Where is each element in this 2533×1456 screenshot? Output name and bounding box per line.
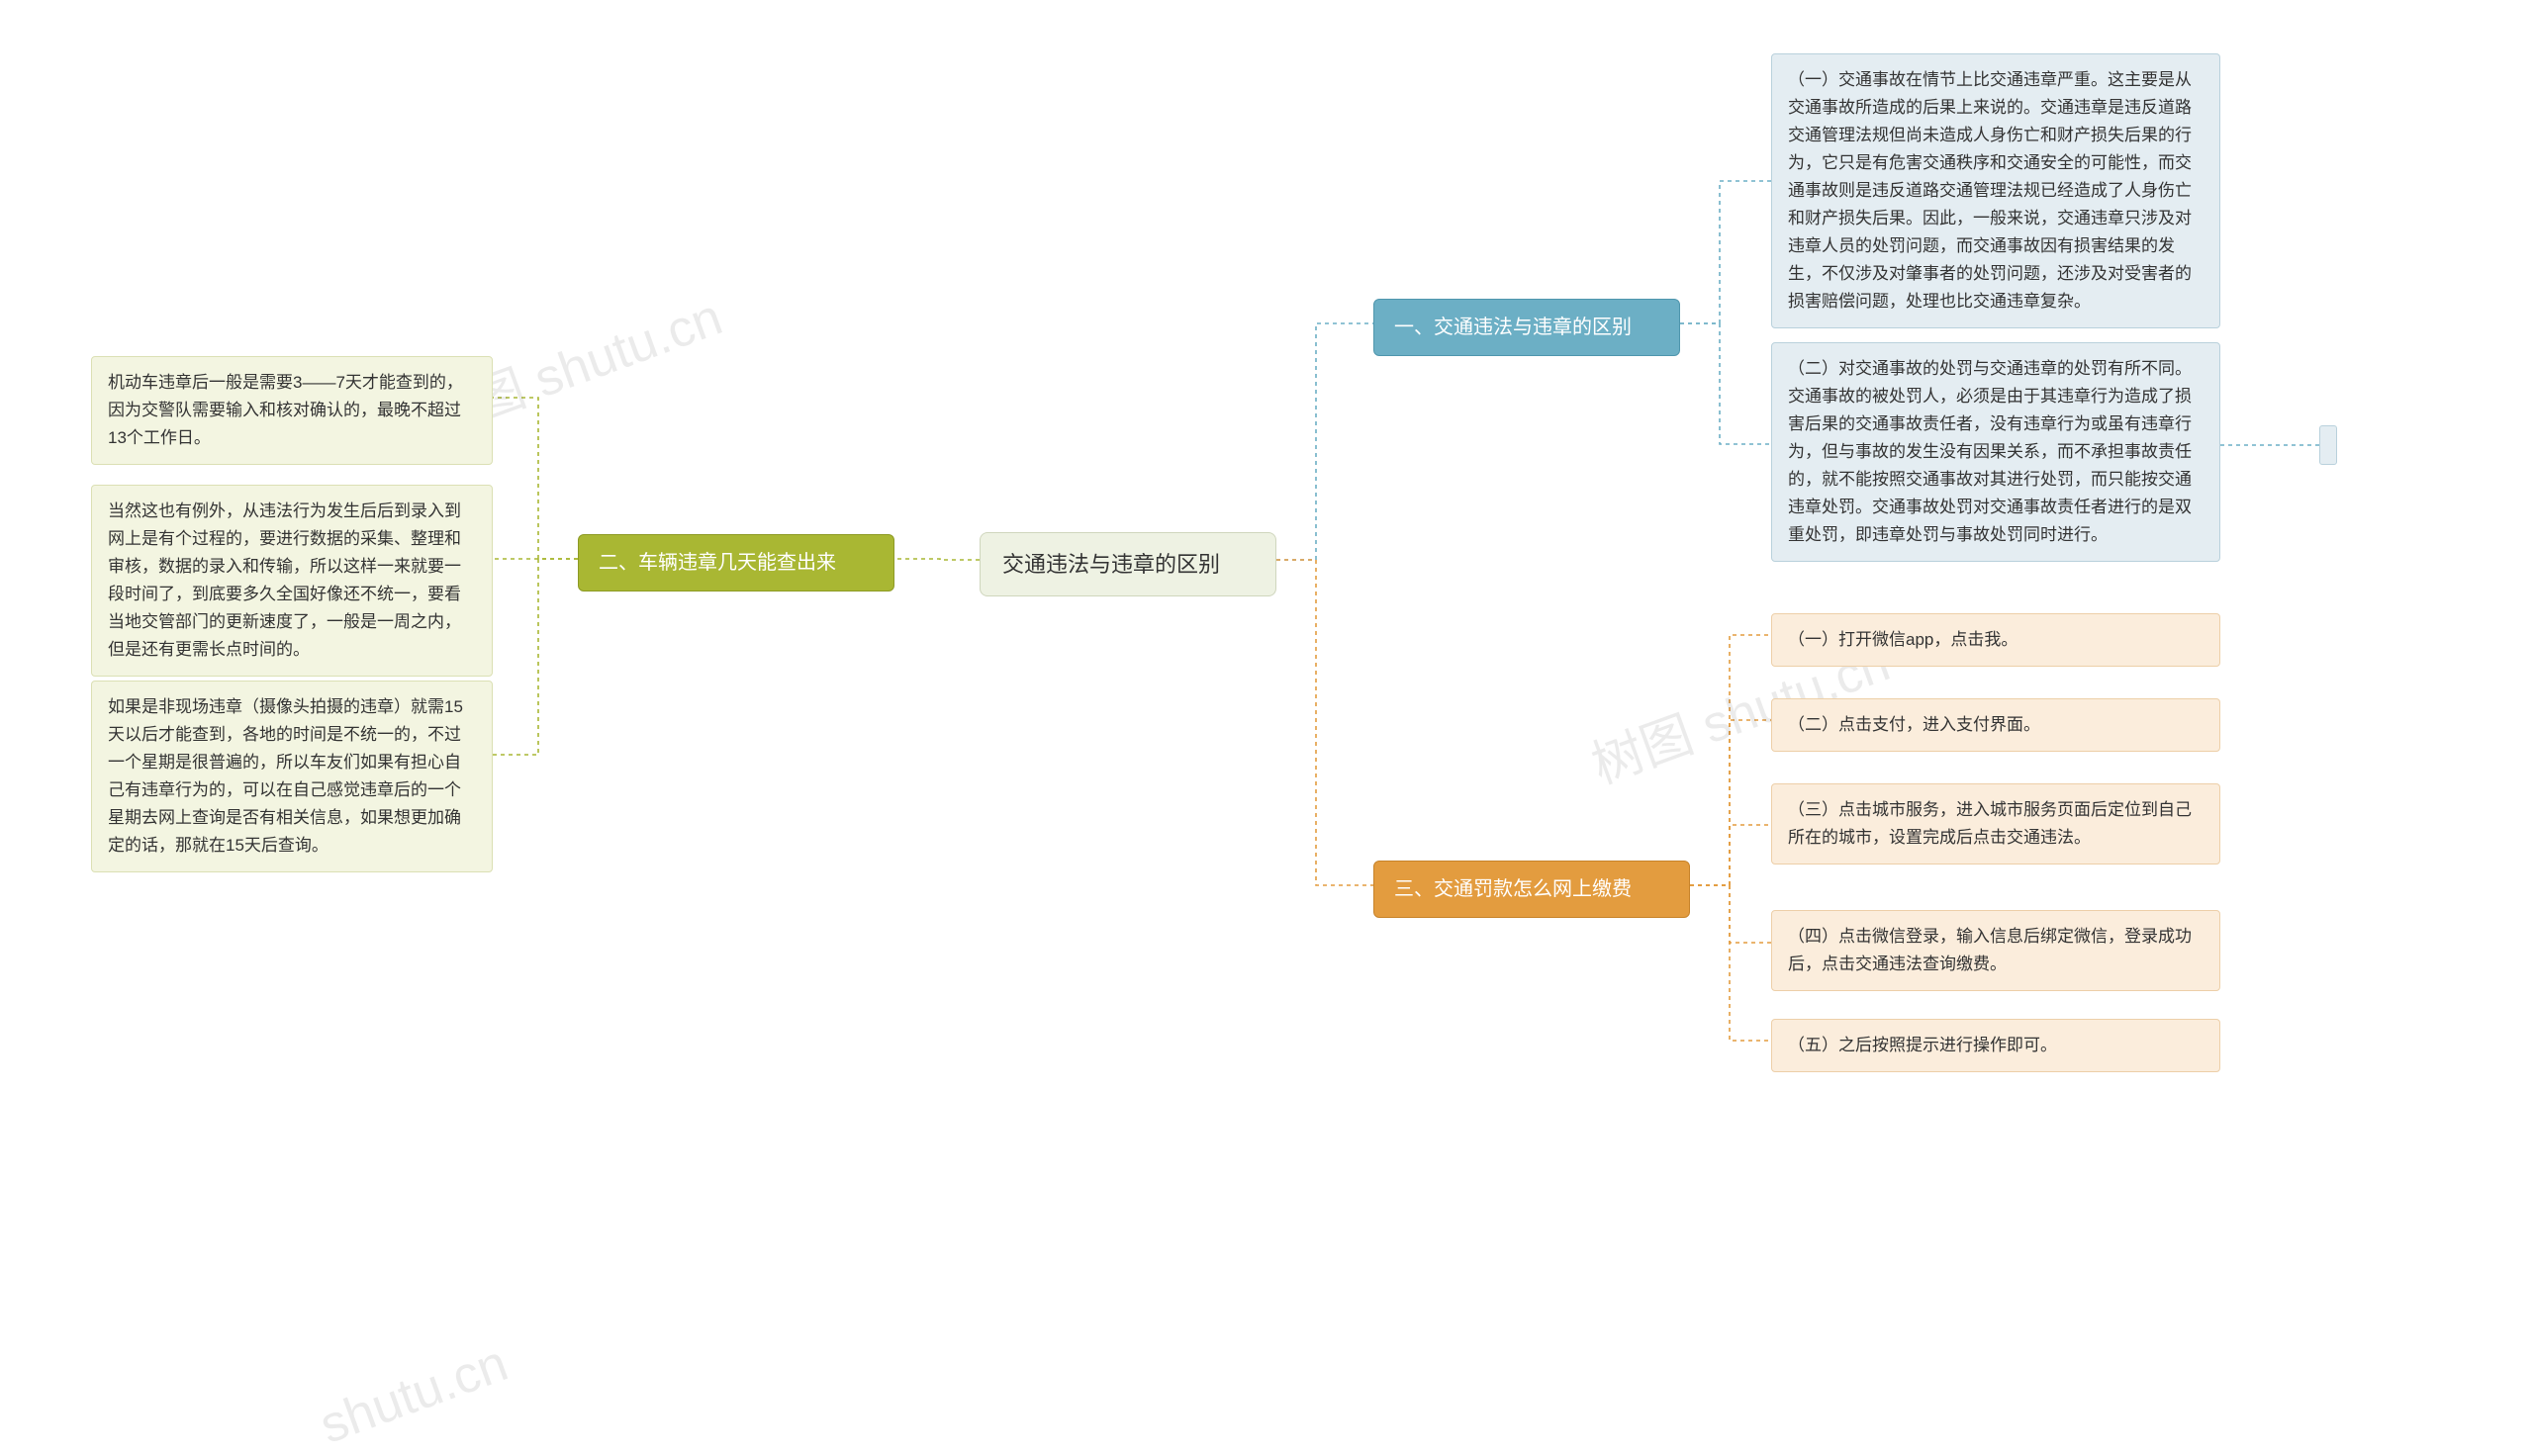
branch-3-leaf-4[interactable]: （四）点击微信登录，输入信息后绑定微信，登录成功后，点击交通违法查询缴费。 (1771, 910, 2220, 991)
branch-3[interactable]: 三、交通罚款怎么网上缴费 (1373, 861, 1690, 918)
branch-1[interactable]: 一、交通违法与违章的区别 (1373, 299, 1680, 356)
branch-3-leaf-3[interactable]: （三）点击城市服务，进入城市服务页面后定位到自己所在的城市，设置完成后点击交通违… (1771, 783, 2220, 864)
branch-1-leaf-2[interactable]: （二）对交通事故的处罚与交通违章的处罚有所不同。交通事故的被处罚人，必须是由于其… (1771, 342, 2220, 562)
branch-3-leaf-5[interactable]: （五）之后按照提示进行操作即可。 (1771, 1019, 2220, 1072)
branch-3-leaf-2[interactable]: （二）点击支付，进入支付界面。 (1771, 698, 2220, 752)
branch-2-leaf-3[interactable]: 如果是非现场违章（摄像头拍摄的违章）就需15天以后才能查到，各地的时间是不统一的… (91, 681, 493, 872)
watermark-3: shutu.cn (313, 1333, 516, 1456)
center-node[interactable]: 交通违法与违章的区别 (980, 532, 1276, 596)
branch-1-leaf-1[interactable]: （一）交通事故在情节上比交通违章严重。这主要是从交通事故所造成的后果上来说的。交… (1771, 53, 2220, 328)
branch-2[interactable]: 二、车辆违章几天能查出来 (578, 534, 894, 592)
branch-2-leaf-1[interactable]: 机动车违章后一般是需要3——7天才能查到的，因为交警队需要输入和核对确认的，最晚… (91, 356, 493, 465)
branch-3-leaf-1[interactable]: （一）打开微信app，点击我。 (1771, 613, 2220, 667)
side-tab[interactable] (2319, 425, 2337, 465)
branch-2-leaf-2[interactable]: 当然这也有例外，从违法行为发生后后到录入到网上是有个过程的，要进行数据的采集、整… (91, 485, 493, 677)
